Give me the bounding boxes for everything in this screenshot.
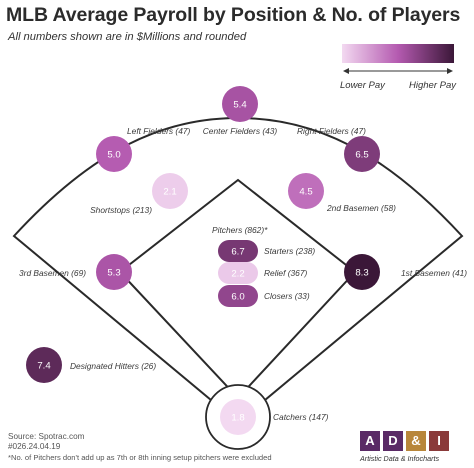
position-label-rp: Relief (367) — [264, 268, 308, 278]
position-label-dh: Designated Hitters (26) — [70, 361, 156, 371]
position-label-cf: Center Fielders (43) — [203, 126, 278, 136]
position-label-ss: Shortstops (213) — [90, 205, 152, 215]
bubble-cl — [218, 285, 258, 307]
value-label-c: 1.8 — [231, 413, 244, 424]
value-label-rp: 2.2 — [231, 269, 244, 280]
logo-letter-i: I — [429, 431, 449, 451]
bubble-cf — [222, 86, 258, 122]
position-label-cl: Closers (33) — [264, 291, 310, 301]
position-label-3b: 3rd Basemen (69) — [19, 268, 86, 278]
legend-high-label: Higher Pay — [409, 80, 457, 91]
bubble-dh — [26, 347, 62, 383]
position-label-lf: Left Fielders (47) — [127, 126, 191, 136]
chart-title: MLB Average Payroll by Position & No. of… — [6, 4, 461, 26]
legend-arrow-left — [343, 68, 349, 74]
position-label-2b: 2nd Basemen (58) — [326, 203, 396, 213]
footer-note: *No. of Pitchers don't add up as 7th or … — [8, 453, 272, 462]
value-label-2b: 4.5 — [299, 187, 312, 198]
legend-arrow-right — [447, 68, 453, 74]
value-label-3b: 5.3 — [107, 268, 120, 279]
bubble-2b — [288, 173, 324, 209]
value-label-rf: 6.5 — [355, 150, 368, 161]
bubble-rp — [218, 262, 258, 284]
value-label-lf: 5.0 — [107, 150, 120, 161]
logo-letter-amp: & — [406, 431, 426, 451]
bubbles-layer: 5.4 Center Fielders (43) 5.0 Left Fielders … — [19, 86, 467, 435]
position-label-rf: Right Fielders (47) — [297, 126, 366, 136]
logo-letter-a: A — [360, 431, 380, 451]
chart-subtitle: All numbers shown are in $Millions and r… — [8, 31, 247, 43]
bubble-sp — [218, 240, 258, 262]
pitchers-label: Pitchers (862)* — [212, 225, 268, 235]
pay-legend-bar — [342, 44, 454, 63]
value-label-1b: 8.3 — [355, 268, 368, 279]
position-label-c: Catchers (147) — [273, 412, 329, 422]
position-label-1b: 1st Basemen (41) — [401, 268, 467, 278]
logo-letter-d: D — [383, 431, 403, 451]
value-label-cf: 5.4 — [233, 100, 247, 111]
logo-tagline: Artistic Data & Infocharts — [360, 454, 440, 463]
bubble-rf — [344, 136, 380, 172]
bubble-c — [220, 399, 256, 435]
footer-source: Source: Spotrac.com — [8, 432, 85, 441]
bubble-ss — [152, 173, 188, 209]
value-label-cl: 6.0 — [231, 292, 244, 303]
legend-low-label: Lower Pay — [340, 80, 386, 91]
position-label-sp: Starters (238) — [264, 246, 315, 256]
bubble-lf — [96, 136, 132, 172]
value-label-ss: 2.1 — [163, 187, 176, 198]
value-label-dh: 7.4 — [37, 361, 51, 372]
bubble-1b — [344, 254, 380, 290]
footer-id: #026.24.04.19 — [8, 442, 61, 451]
value-label-sp: 6.7 — [231, 247, 244, 258]
bubble-3b — [96, 254, 132, 290]
